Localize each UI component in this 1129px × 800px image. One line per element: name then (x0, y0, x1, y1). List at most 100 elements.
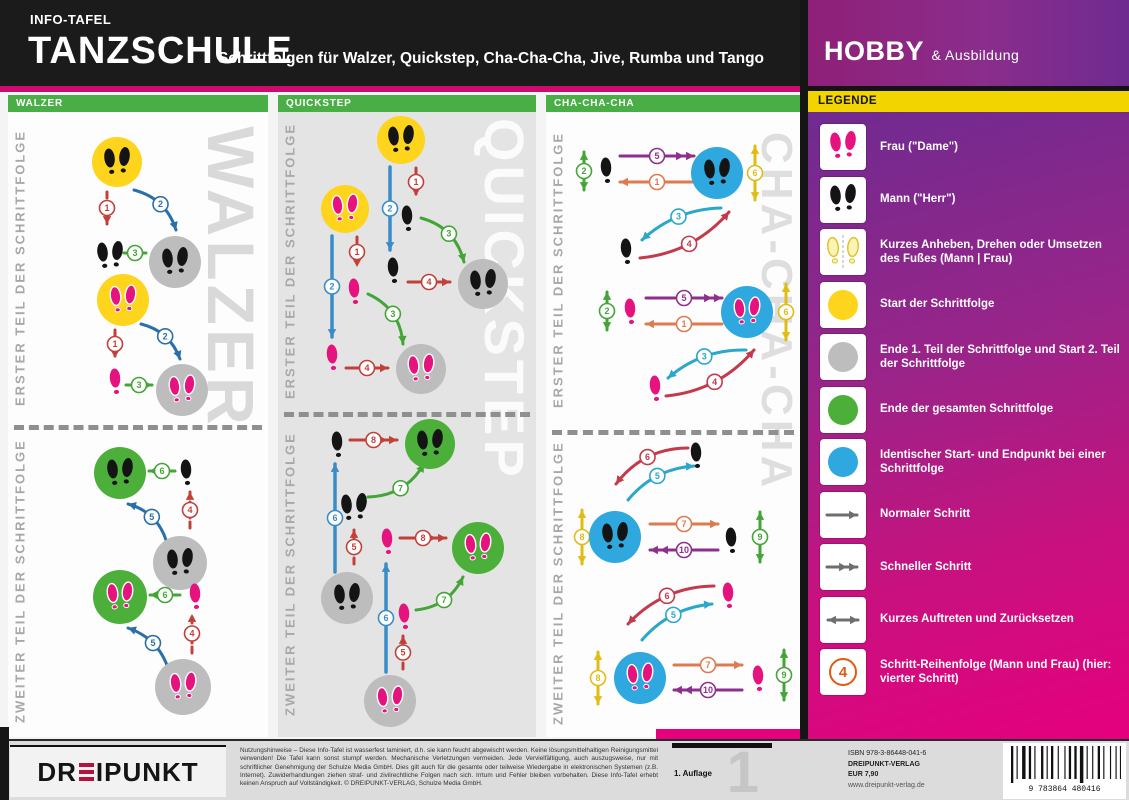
legend-item: Kurzes Auftreten und Zurücksetzen (820, 596, 1121, 643)
barcode: 9 783864 480416 (1003, 743, 1126, 799)
circle-gray-icon (820, 334, 866, 380)
barcode-digits: 9 783864 480416 (1028, 785, 1101, 794)
svg-text:6: 6 (783, 307, 788, 317)
category-header: HOBBY & Ausbildung (808, 0, 1129, 86)
step-diagram-walzer: 1 2 3 1 2 3 6 4 5 6 4 5 (92, 137, 211, 715)
watermark-walzer: WALZER (194, 126, 268, 429)
feet-pink-icon (820, 124, 866, 170)
svg-text:5: 5 (681, 293, 686, 303)
column-header-quickstep: QUICKSTEP (278, 95, 536, 112)
legend-title-bar: LEGENDE (808, 91, 1129, 112)
svg-text:4: 4 (426, 277, 431, 287)
legend-black-line (808, 86, 1129, 91)
legend-item: Identischer Start- und Endpunkt bei eine… (820, 439, 1121, 485)
svg-text:2: 2 (604, 306, 609, 316)
svg-text:3: 3 (702, 351, 707, 361)
svg-text:7: 7 (398, 483, 403, 493)
edition-block: 1 1. Auflage (672, 740, 777, 800)
svg-text:6: 6 (645, 452, 650, 462)
section-divider (14, 425, 262, 430)
legend-item: Ende der gesamten Schrittfolge (820, 386, 1121, 433)
svg-text:6: 6 (664, 591, 669, 601)
svg-text:5: 5 (671, 610, 676, 620)
svg-text:6: 6 (752, 168, 757, 178)
svg-text:9: 9 (781, 670, 786, 680)
svg-text:4: 4 (364, 363, 369, 373)
publisher-name: DREIPUNKT-VERLAG (848, 760, 920, 768)
barcode-bars (1010, 746, 1121, 783)
svg-text:4: 4 (687, 239, 692, 249)
legend-item: Frau ("Dame") (820, 124, 1121, 170)
svg-text:7: 7 (705, 660, 710, 670)
svg-text:4: 4 (839, 664, 848, 681)
edition-ghost-number: 1 (726, 740, 759, 800)
legend-item-label: Identischer Start- und Endpunkt bei eine… (880, 448, 1106, 475)
legend-item-label: Schneller Schritt (880, 560, 972, 573)
legend-item-label: Schritt-Reihenfolge (Mann und Frau) (hie… (880, 658, 1112, 685)
svg-text:9: 9 (757, 532, 762, 542)
price: EUR 7,90 (848, 771, 879, 778)
section-divider (552, 430, 794, 435)
edition-label: 1. Auflage (674, 769, 712, 778)
svg-text:5: 5 (149, 512, 154, 522)
dance-column-chachacha: CHA-CHA-CHA CHA-CHA-CHA ERSTER TEIL DER SC… (546, 95, 801, 737)
svg-text:6: 6 (162, 590, 167, 600)
step-diagram-quickstep: 1 2 3 4 1 2 3 4 8 6 7 5 8 6 7 5 (321, 116, 508, 727)
column-body-walzer: WALZER ERSTER TEIL DER SCHRITTFOLGE ZWEITE… (8, 112, 268, 737)
footer: DR IPUNKT Nutzungshinweise – Diese Info-… (0, 727, 1129, 800)
category-name: HOBBY (824, 36, 924, 66)
column-body-quickstep: QUICKSTEP ERSTER TEIL DER SCHRITTFOLGE ZWE… (278, 112, 536, 737)
page-subtitle: Schrittfolgen für Walzer, Quickstep, Cha… (218, 50, 765, 67)
header-kicker: INFO-TAFEL (30, 12, 112, 27)
svg-text:7: 7 (442, 595, 447, 605)
svg-text:5: 5 (150, 638, 155, 648)
circle-green-icon (820, 386, 866, 433)
number-circle-icon: 4 (820, 649, 866, 695)
website: www.dreipunkt-verlag.de (848, 781, 925, 789)
edition-bar (672, 743, 772, 748)
arrow-both-icon (820, 596, 866, 643)
svg-text:3: 3 (136, 380, 141, 390)
column-body-chachacha: CHA-CHA-CHA ERSTER TEIL DER SCHRITTFOLGE Z… (546, 112, 801, 737)
legend-item-label: Frau ("Dame") (880, 140, 959, 153)
svg-text:1: 1 (681, 319, 686, 329)
svg-text:3: 3 (676, 212, 681, 222)
column-header-chachacha: CHA-CHA-CHA (546, 95, 800, 112)
footer-left-bar (0, 727, 9, 800)
legend-item: 4 Schritt-Reihenfolge (Mann und Frau) (hi… (820, 649, 1121, 695)
svg-text:10: 10 (679, 545, 689, 555)
svg-text:5: 5 (655, 471, 660, 481)
legend-item: Start der Schrittfolge (820, 281, 1121, 328)
svg-text:3: 3 (132, 248, 137, 258)
svg-text:2: 2 (387, 204, 392, 214)
top-header: INFO-TAFEL TANZSCHULE Schrittfolgen für … (0, 0, 806, 86)
svg-text:5: 5 (351, 542, 356, 552)
legend-item: Ende 1. Teil der Schrittfolge und Start … (820, 334, 1121, 380)
svg-text:1: 1 (112, 339, 117, 349)
category-title: HOBBY & Ausbildung (824, 36, 1019, 67)
svg-text:2: 2 (158, 199, 163, 209)
feet-black-icon (820, 176, 866, 223)
svg-text:1: 1 (654, 177, 659, 187)
svg-text:6: 6 (159, 466, 164, 476)
circle-blue-icon (820, 439, 866, 485)
legend-item-label: Start der Schrittfolge (880, 298, 995, 311)
circle-yellow-icon (820, 281, 866, 328)
svg-text:8: 8 (579, 532, 584, 542)
svg-text:4: 4 (189, 629, 194, 639)
svg-text:4: 4 (712, 377, 717, 387)
legend-item: Normaler Schritt (820, 491, 1121, 538)
publisher-logo: DR IPUNKT (37, 757, 198, 788)
isbn-number: ISBN 978-3-86448-041-6 (848, 750, 927, 757)
panel-divider (800, 0, 808, 739)
legend-item-label: Kurzes Auftreten und Zurücksetzen (880, 613, 1074, 626)
logo-text-prefix: DR (37, 756, 77, 787)
svg-text:6: 6 (383, 613, 388, 623)
legend-list: Frau ("Dame") Mann ("Herr") Kurzes Anheben… (808, 112, 1129, 739)
legend-panel: HOBBY & Ausbildung LEGENDE Frau ("Dame")… (808, 0, 1129, 739)
three-bars-icon (78, 763, 94, 781)
arrow-single-icon (820, 491, 866, 538)
svg-text:4: 4 (187, 505, 192, 515)
svg-text:10: 10 (703, 685, 713, 695)
